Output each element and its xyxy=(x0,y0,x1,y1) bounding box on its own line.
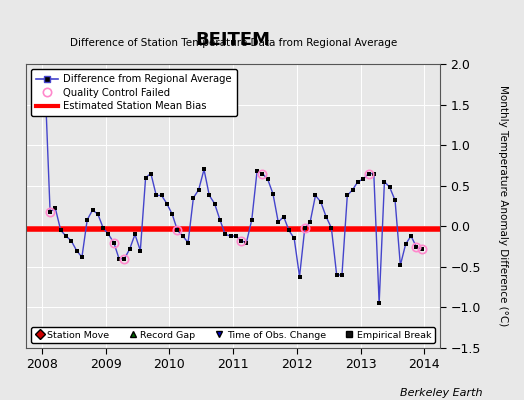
Text: Berkeley Earth: Berkeley Earth xyxy=(400,388,482,398)
Y-axis label: Monthly Temperature Anomaly Difference (°C): Monthly Temperature Anomaly Difference (… xyxy=(498,85,508,327)
Legend: Station Move, Record Gap, Time of Obs. Change, Empirical Break: Station Move, Record Gap, Time of Obs. C… xyxy=(31,327,435,343)
Title: BEITEM: BEITEM xyxy=(195,30,271,48)
Text: Difference of Station Temperature Data from Regional Average: Difference of Station Temperature Data f… xyxy=(70,38,397,48)
